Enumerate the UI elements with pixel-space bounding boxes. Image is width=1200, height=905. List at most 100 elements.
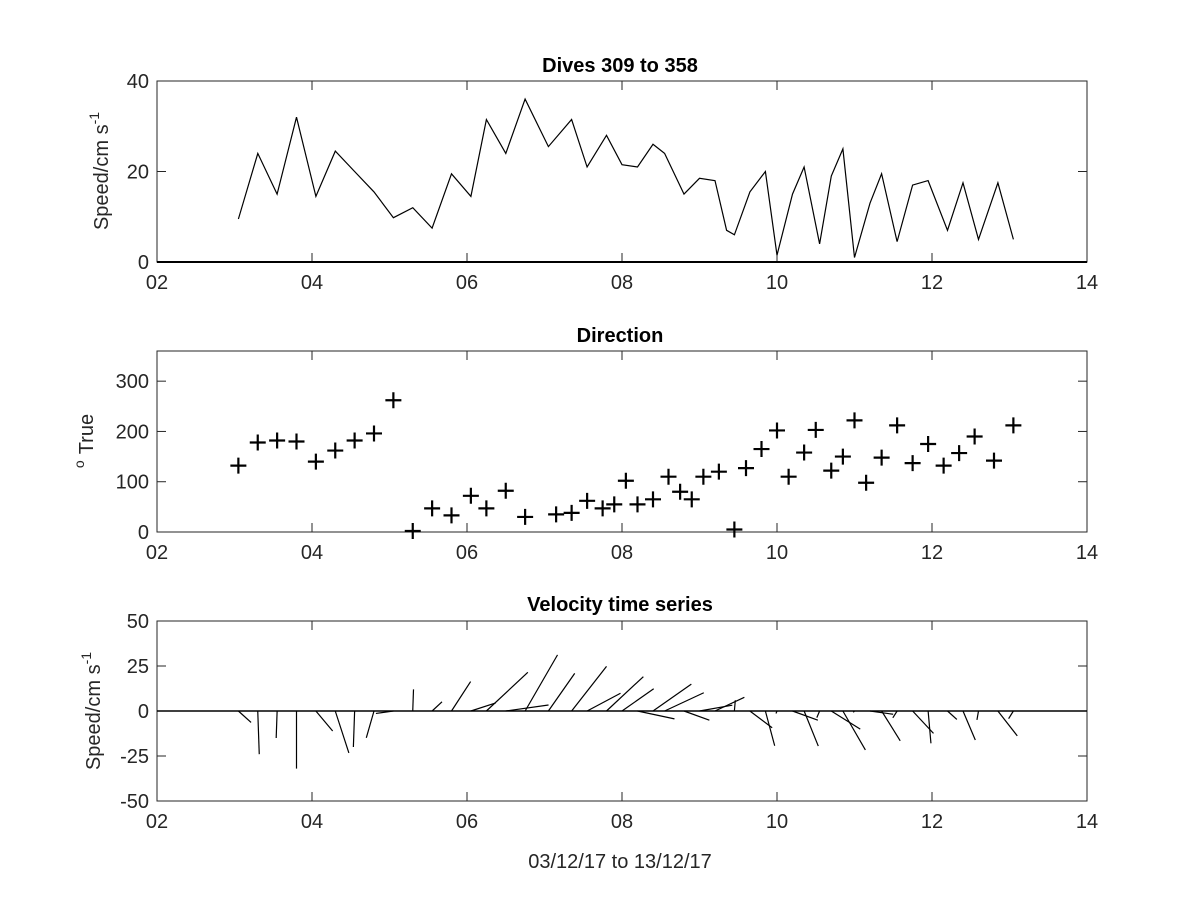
y-tick-label: 20 — [127, 162, 149, 184]
y-tick-label: 0 — [138, 252, 149, 274]
y-tick-label: 100 — [116, 472, 149, 494]
velocity-stick — [652, 683, 692, 712]
x-tick-label: 06 — [456, 811, 478, 833]
direction-plus-marker — [823, 462, 840, 479]
x-tick-label: 06 — [456, 542, 478, 564]
velocity-stick — [275, 710, 278, 739]
x-tick-label: 08 — [611, 811, 633, 833]
direction-panel-ylabel-superscript: o — [71, 460, 87, 468]
direction-plus-marker — [594, 500, 611, 517]
x-tick-label: 14 — [1076, 272, 1098, 294]
y-tick-label: 50 — [127, 611, 149, 633]
direction-plus-marker — [443, 507, 460, 524]
x-tick-label: 12 — [921, 811, 943, 833]
velocity-stick — [699, 704, 733, 712]
direction-plus-marker — [385, 392, 402, 409]
y-tick-label: 200 — [116, 421, 149, 443]
direction-panel-title: Direction — [577, 325, 664, 347]
velocity-panel-ylabel-main: Speed/cm s — [83, 664, 105, 770]
velocity-stick — [571, 665, 608, 712]
direction-plus-marker — [846, 412, 863, 429]
direction-plus-marker — [230, 457, 247, 474]
direction-plus-marker — [1005, 417, 1022, 434]
x-tick-label: 02 — [146, 542, 168, 564]
x-tick-label: 12 — [921, 542, 943, 564]
direction-plus-marker — [935, 457, 952, 474]
velocity-panel-ylabel-superscript: -1 — [78, 652, 94, 665]
figure-xlabel: 03/12/17 to 13/12/17 — [528, 851, 712, 873]
velocity-stick — [892, 710, 898, 719]
direction-plus-marker — [617, 472, 634, 489]
velocity-stick — [1008, 710, 1014, 719]
direction-plus-marker — [517, 508, 534, 525]
direction-plus-marker — [889, 417, 906, 434]
x-tick-label: 02 — [146, 811, 168, 833]
direction-panel: Direction o True 02 04 06 08 10 12 14 0 100 200 300 — [71, 325, 1098, 564]
y-tick-label: 300 — [116, 371, 149, 393]
direction-plus-marker — [966, 428, 983, 445]
direction-plus-marker — [986, 452, 1002, 469]
velocity-stick — [683, 710, 710, 721]
direction-plus-marker — [645, 491, 661, 508]
velocity-stick — [352, 710, 356, 747]
direction-plus-marker — [672, 483, 689, 500]
x-tick-label: 06 — [456, 272, 478, 294]
velocity-stick — [714, 696, 745, 712]
velocity-stick — [764, 710, 776, 746]
velocity-stick — [852, 710, 855, 713]
direction-plus-marker — [579, 492, 596, 509]
velocity-stick — [547, 673, 576, 712]
speed-panel: Dives 309 to 358 Speed/cm s-1 02 04 06 08 10… — [86, 55, 1098, 294]
velocity-stick — [237, 710, 252, 723]
velocity-stick — [586, 692, 621, 712]
direction-plus-marker — [269, 432, 286, 449]
speed-panel-title: Dives 309 to 358 — [542, 55, 698, 77]
velocity-stick — [749, 710, 773, 729]
velocity-stick — [775, 710, 778, 714]
x-tick-label: 14 — [1076, 542, 1098, 564]
velocity-stick — [621, 688, 655, 712]
velocity-stick — [976, 710, 980, 720]
x-tick-label: 10 — [766, 811, 788, 833]
direction-plus-marker — [249, 434, 266, 451]
direction-plus-marker — [920, 436, 937, 453]
velocity-stick — [334, 710, 350, 754]
direction-plus-marker — [548, 506, 565, 523]
y-tick-label: 0 — [138, 522, 149, 544]
direction-plus-marker — [404, 522, 421, 539]
x-tick-label: 02 — [146, 272, 168, 294]
velocity-stick — [470, 702, 496, 712]
velocity-panel-ylabel: Speed/cm s-1 — [78, 652, 105, 770]
x-tick-label: 04 — [301, 542, 323, 564]
direction-plus-marker — [807, 421, 824, 438]
direction-plus-marker — [726, 521, 743, 538]
x-tick-label: 12 — [921, 272, 943, 294]
velocity-stick — [842, 710, 866, 751]
direction-plus-marker — [497, 482, 514, 499]
direction-plus-marker — [288, 433, 305, 450]
x-tick-label: 10 — [766, 542, 788, 564]
direction-panel-ylabel: o True — [71, 414, 98, 468]
velocity-stick — [816, 710, 821, 718]
direction-plus-marker — [346, 432, 363, 449]
direction-plus-marker — [834, 448, 851, 465]
x-tick-label: 04 — [301, 811, 323, 833]
velocity-stick — [524, 654, 559, 712]
speed-panel-ylabel-superscript: -1 — [86, 112, 102, 125]
direction-plus-marker — [873, 449, 890, 466]
direction-plus-marker — [629, 496, 646, 513]
velocity-stick — [792, 710, 819, 721]
velocity-stick — [947, 710, 958, 720]
velocity-stick — [830, 710, 861, 730]
direction-plus-marker — [478, 500, 495, 517]
direction-plus-marker — [424, 500, 441, 517]
y-tick-label: 25 — [127, 656, 149, 678]
direction-plus-marker — [307, 453, 324, 470]
direction-plus-marker — [796, 444, 813, 461]
direction-plus-marker — [563, 504, 580, 521]
velocity-stick — [733, 700, 736, 712]
velocity-stick — [450, 681, 472, 712]
direction-plus-marker — [327, 442, 344, 459]
direction-plus-marker — [951, 445, 968, 462]
